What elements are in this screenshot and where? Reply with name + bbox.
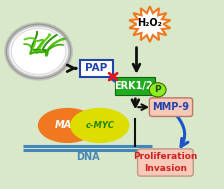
Text: P: P [154, 85, 161, 94]
Text: ERK1/2: ERK1/2 [114, 81, 153, 91]
Text: c-MYC: c-MYC [85, 121, 114, 130]
Circle shape [6, 24, 71, 79]
FancyBboxPatch shape [80, 60, 113, 77]
Text: MMP-9: MMP-9 [153, 102, 190, 112]
Text: H₂O₂: H₂O₂ [137, 18, 162, 28]
Text: MAX: MAX [55, 120, 80, 130]
FancyBboxPatch shape [115, 77, 155, 95]
Polygon shape [129, 6, 170, 42]
Ellipse shape [39, 108, 96, 142]
FancyBboxPatch shape [149, 98, 193, 116]
Circle shape [149, 83, 166, 97]
Text: DNA: DNA [76, 152, 99, 162]
FancyBboxPatch shape [138, 149, 193, 176]
Ellipse shape [71, 108, 129, 142]
Text: PAP: PAP [85, 63, 108, 73]
Text: Proliferation
Invasion: Proliferation Invasion [133, 152, 198, 173]
